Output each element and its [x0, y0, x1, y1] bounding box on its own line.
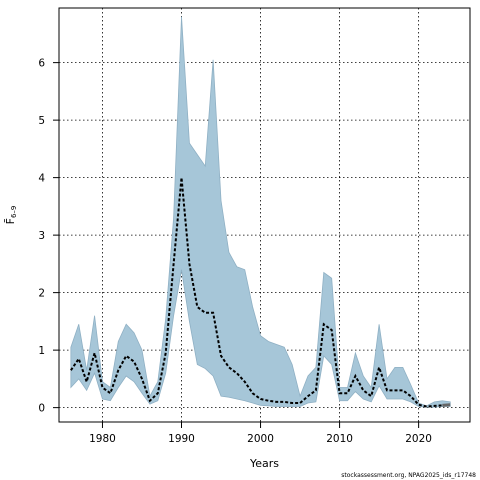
x-tick-label: 1990 — [168, 433, 195, 445]
y-axis-title-main: F̄ — [4, 218, 17, 224]
confidence-band-area — [70, 16, 451, 408]
estimate-dashed-line — [70, 177, 443, 408]
plot-frame — [58, 7, 471, 423]
estimate-final-segment — [442, 403, 451, 407]
axes: 1980 1990 2000 2010 2020 0 1 2 3 4 5 6 — [38, 58, 432, 445]
x-tick-label: 2020 — [405, 433, 432, 445]
x-tick-label: 2010 — [326, 433, 353, 445]
y-tick-label: 6 — [38, 58, 45, 70]
x-tick-label: 2000 — [247, 433, 274, 445]
credit-text: stockassessment.org, NPAG2025_ids_r17748 — [341, 472, 476, 479]
y-axis-title: F̄6–9 — [4, 206, 18, 225]
y-tick-label: 2 — [38, 288, 45, 300]
x-tick-label: 1980 — [89, 433, 116, 445]
y-tick-label: 5 — [38, 115, 45, 127]
y-axis-title-subscript: 6–9 — [10, 206, 18, 218]
y-tick-label: 3 — [38, 230, 45, 242]
y-tick-label: 0 — [38, 403, 45, 415]
y-tick-label: 4 — [38, 173, 45, 185]
y-tick-label: 1 — [38, 345, 45, 357]
estimate-line — [70, 177, 451, 408]
x-axis-title: Years — [249, 457, 279, 470]
confidence-band — [70, 16, 451, 408]
